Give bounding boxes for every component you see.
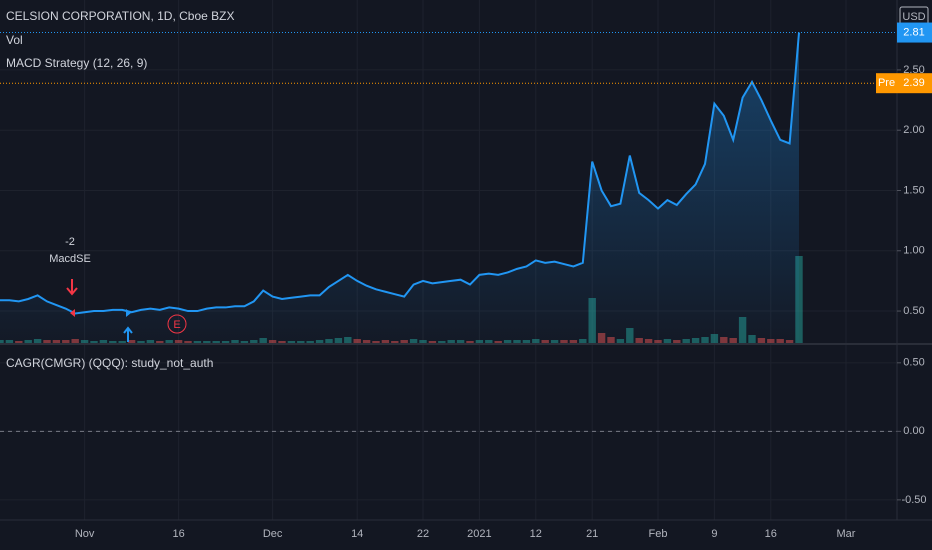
x-tick-label: Dec [263,528,283,540]
earnings-label: E [173,319,180,331]
price-tag: Pre [878,77,895,89]
price-label-box [897,73,932,94]
x-tick-label: 2021 [467,528,491,540]
y-tick-label: 1.50 [903,184,924,196]
marks [0,32,897,432]
x-tick-label: 16 [765,528,777,540]
x-tick-label: 16 [172,528,184,540]
sell-marker [70,309,75,317]
x-tick-label: Feb [649,528,668,540]
buy-marker [126,309,131,317]
x-tick-label: 9 [711,528,717,540]
y-tick-label: 2.00 [903,124,924,136]
y-tick-label: 0.50 [903,305,924,317]
x-tick-label: 12 [530,528,542,540]
x-tick-label: 21 [586,528,598,540]
x-tick-label: 22 [417,528,429,540]
indicator-label: MACD Strategy (12, 26, 9) [6,56,147,70]
y-tick-label: -0.50 [901,494,926,506]
price-label: 2.81 [903,26,924,38]
indicator-label: Vol [6,33,23,47]
area [0,32,799,343]
x-tick-label: Nov [75,528,95,540]
price-line [0,32,800,315]
chart-title: CELSION CORPORATION, 1D, Cboe BZX [6,9,235,23]
currency: USD [902,11,925,23]
y-tick-label: 2.50 [903,64,924,76]
price-label: 2.39 [903,77,924,89]
y-tick-label: 0.00 [903,425,924,437]
earnings-marker[interactable] [167,314,187,334]
buy-arrow [123,326,133,342]
sell-arrow [66,279,78,296]
y-tick-label: 1.00 [903,245,924,257]
signal-name: MacdSE [49,253,91,265]
signal-qty: -2 [65,236,75,248]
price-label-box [897,22,932,43]
y-tick-label: 0.50 [903,357,924,369]
lower-pane-label: CAGR(CMGR) (QQQ): study_not_auth [6,356,213,370]
x-tick-label: 14 [351,528,363,540]
x-tick-label: Mar [837,528,856,540]
price-tag-box [876,73,897,94]
